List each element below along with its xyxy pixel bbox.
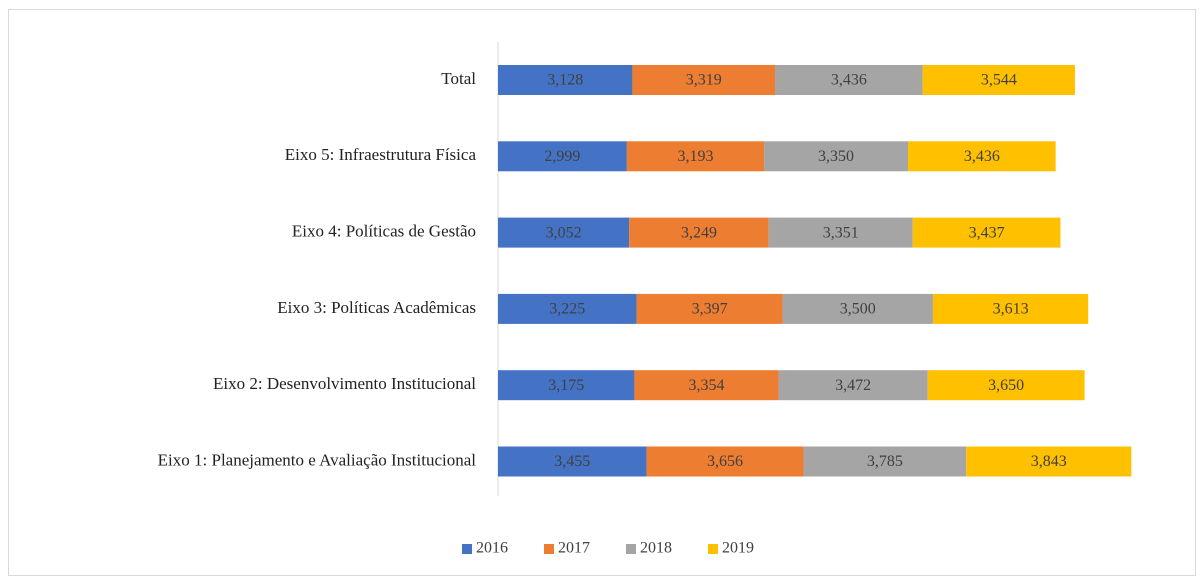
bar-segment — [498, 65, 633, 95]
bar-segment — [775, 65, 923, 95]
chart-frame — [8, 9, 1196, 576]
bar-segment — [912, 217, 1061, 248]
value-label: 3,785 — [867, 453, 903, 470]
value-label: 3,455 — [554, 453, 590, 470]
category-label: Total — [441, 69, 476, 88]
value-label: 3,437 — [969, 224, 1005, 241]
category-label: Eixo 2: Desenvolvimento Institucional — [213, 374, 476, 393]
bar-segment — [922, 65, 1075, 95]
value-label: 3,613 — [993, 301, 1029, 318]
value-label: 3,351 — [823, 224, 859, 241]
bar-segment — [498, 293, 637, 324]
bar-segment — [782, 293, 933, 324]
value-label: 3,052 — [546, 224, 582, 241]
legend-swatch — [544, 544, 554, 554]
bar-segment — [626, 141, 765, 172]
value-label: 3,193 — [677, 148, 713, 165]
legend-swatch — [462, 544, 472, 554]
bar-segment — [498, 217, 630, 248]
value-label: 3,472 — [835, 377, 871, 394]
value-label: 3,128 — [547, 72, 583, 89]
legend-swatch — [708, 544, 718, 554]
legend-label: 2016 — [476, 540, 508, 557]
bar-segment — [908, 141, 1056, 172]
bar-segment — [803, 446, 967, 477]
bar-segment — [927, 370, 1085, 401]
bar-segment — [632, 65, 776, 95]
legend-label: 2018 — [640, 540, 672, 557]
value-label: 3,500 — [840, 301, 876, 318]
bar-segment — [629, 217, 769, 248]
bar-segment — [966, 446, 1132, 477]
value-label: 3,350 — [818, 148, 854, 165]
value-label: 3,225 — [549, 301, 585, 318]
category-label: Eixo 3: Políticas Acadêmicas — [277, 298, 476, 317]
bar-segment — [768, 217, 913, 248]
value-label: 3,436 — [964, 148, 1000, 165]
value-label: 3,319 — [686, 72, 722, 89]
category-label: Eixo 5: Infraestrutura Física — [285, 145, 477, 164]
bar-segment — [498, 446, 647, 477]
bar-segment — [634, 370, 779, 401]
value-label: 3,650 — [988, 377, 1024, 394]
legend-label: 2019 — [722, 540, 754, 557]
value-label: 3,397 — [692, 301, 728, 318]
value-label: 2,999 — [544, 148, 580, 165]
value-label: 3,436 — [831, 72, 867, 89]
bar-segment — [932, 293, 1089, 324]
legend-label: 2017 — [558, 540, 590, 557]
value-label: 3,544 — [981, 72, 1017, 89]
bar-segment — [636, 293, 783, 324]
bar-segment — [498, 370, 635, 401]
category-label: Eixo 1: Planejamento e Avaliação Institu… — [158, 450, 477, 469]
value-label: 3,175 — [548, 377, 584, 394]
bar-segment — [778, 370, 928, 401]
bar-segment — [498, 141, 627, 172]
bar-segment — [646, 446, 804, 477]
legend-swatch — [626, 544, 636, 554]
value-label: 3,656 — [707, 453, 743, 470]
value-label: 3,354 — [688, 377, 724, 394]
value-label: 3,249 — [681, 224, 717, 241]
value-label: 3,843 — [1031, 453, 1067, 470]
category-label: Eixo 4: Políticas de Gestão — [292, 222, 476, 241]
bar-segment — [764, 141, 909, 172]
